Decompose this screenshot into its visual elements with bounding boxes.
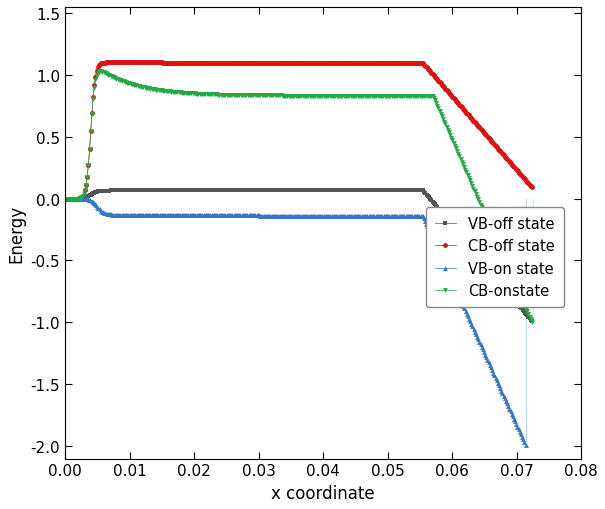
CB-off state bbox=[528, 185, 535, 191]
VB-off state bbox=[214, 188, 221, 194]
CB-off state bbox=[247, 61, 255, 67]
Line: VB-on state: VB-on state bbox=[62, 196, 528, 447]
VB-on state bbox=[522, 442, 529, 448]
CB-onstate bbox=[400, 94, 407, 100]
Line: CB-onstate: CB-onstate bbox=[62, 70, 534, 325]
CB-off state bbox=[61, 196, 68, 202]
CB-off state bbox=[356, 61, 364, 67]
CB-onstate bbox=[528, 319, 535, 325]
VB-on state bbox=[61, 196, 68, 202]
VB-on state bbox=[394, 214, 401, 220]
CB-off state bbox=[400, 61, 407, 67]
VB-off state bbox=[418, 188, 425, 194]
VB-on state bbox=[351, 214, 358, 220]
Legend: VB-off state, CB-off state, VB-on state, CB-onstate: VB-off state, CB-off state, VB-on state,… bbox=[426, 208, 564, 307]
CB-onstate bbox=[61, 196, 68, 202]
CB-onstate bbox=[247, 93, 255, 99]
VB-on state bbox=[396, 214, 404, 220]
CB-onstate bbox=[215, 92, 222, 98]
VB-off state bbox=[401, 188, 408, 194]
VB-on state bbox=[211, 213, 218, 219]
CB-off state bbox=[119, 60, 126, 66]
X-axis label: x coordinate: x coordinate bbox=[271, 484, 375, 502]
CB-off state bbox=[215, 61, 222, 67]
CB-onstate bbox=[402, 94, 409, 100]
Line: VB-off state: VB-off state bbox=[62, 188, 534, 324]
CB-onstate bbox=[356, 94, 364, 100]
CB-off state bbox=[108, 60, 116, 66]
VB-off state bbox=[246, 188, 253, 194]
VB-off state bbox=[117, 188, 125, 194]
VB-off state bbox=[528, 319, 535, 325]
VB-off state bbox=[61, 196, 68, 202]
VB-on state bbox=[117, 212, 124, 218]
VB-off state bbox=[399, 188, 406, 194]
VB-on state bbox=[244, 213, 251, 219]
CB-onstate bbox=[96, 69, 103, 75]
Line: CB-off state: CB-off state bbox=[62, 61, 534, 202]
VB-off state bbox=[355, 188, 362, 194]
CB-off state bbox=[402, 61, 409, 67]
Y-axis label: Energy: Energy bbox=[7, 204, 25, 262]
CB-onstate bbox=[119, 79, 126, 85]
